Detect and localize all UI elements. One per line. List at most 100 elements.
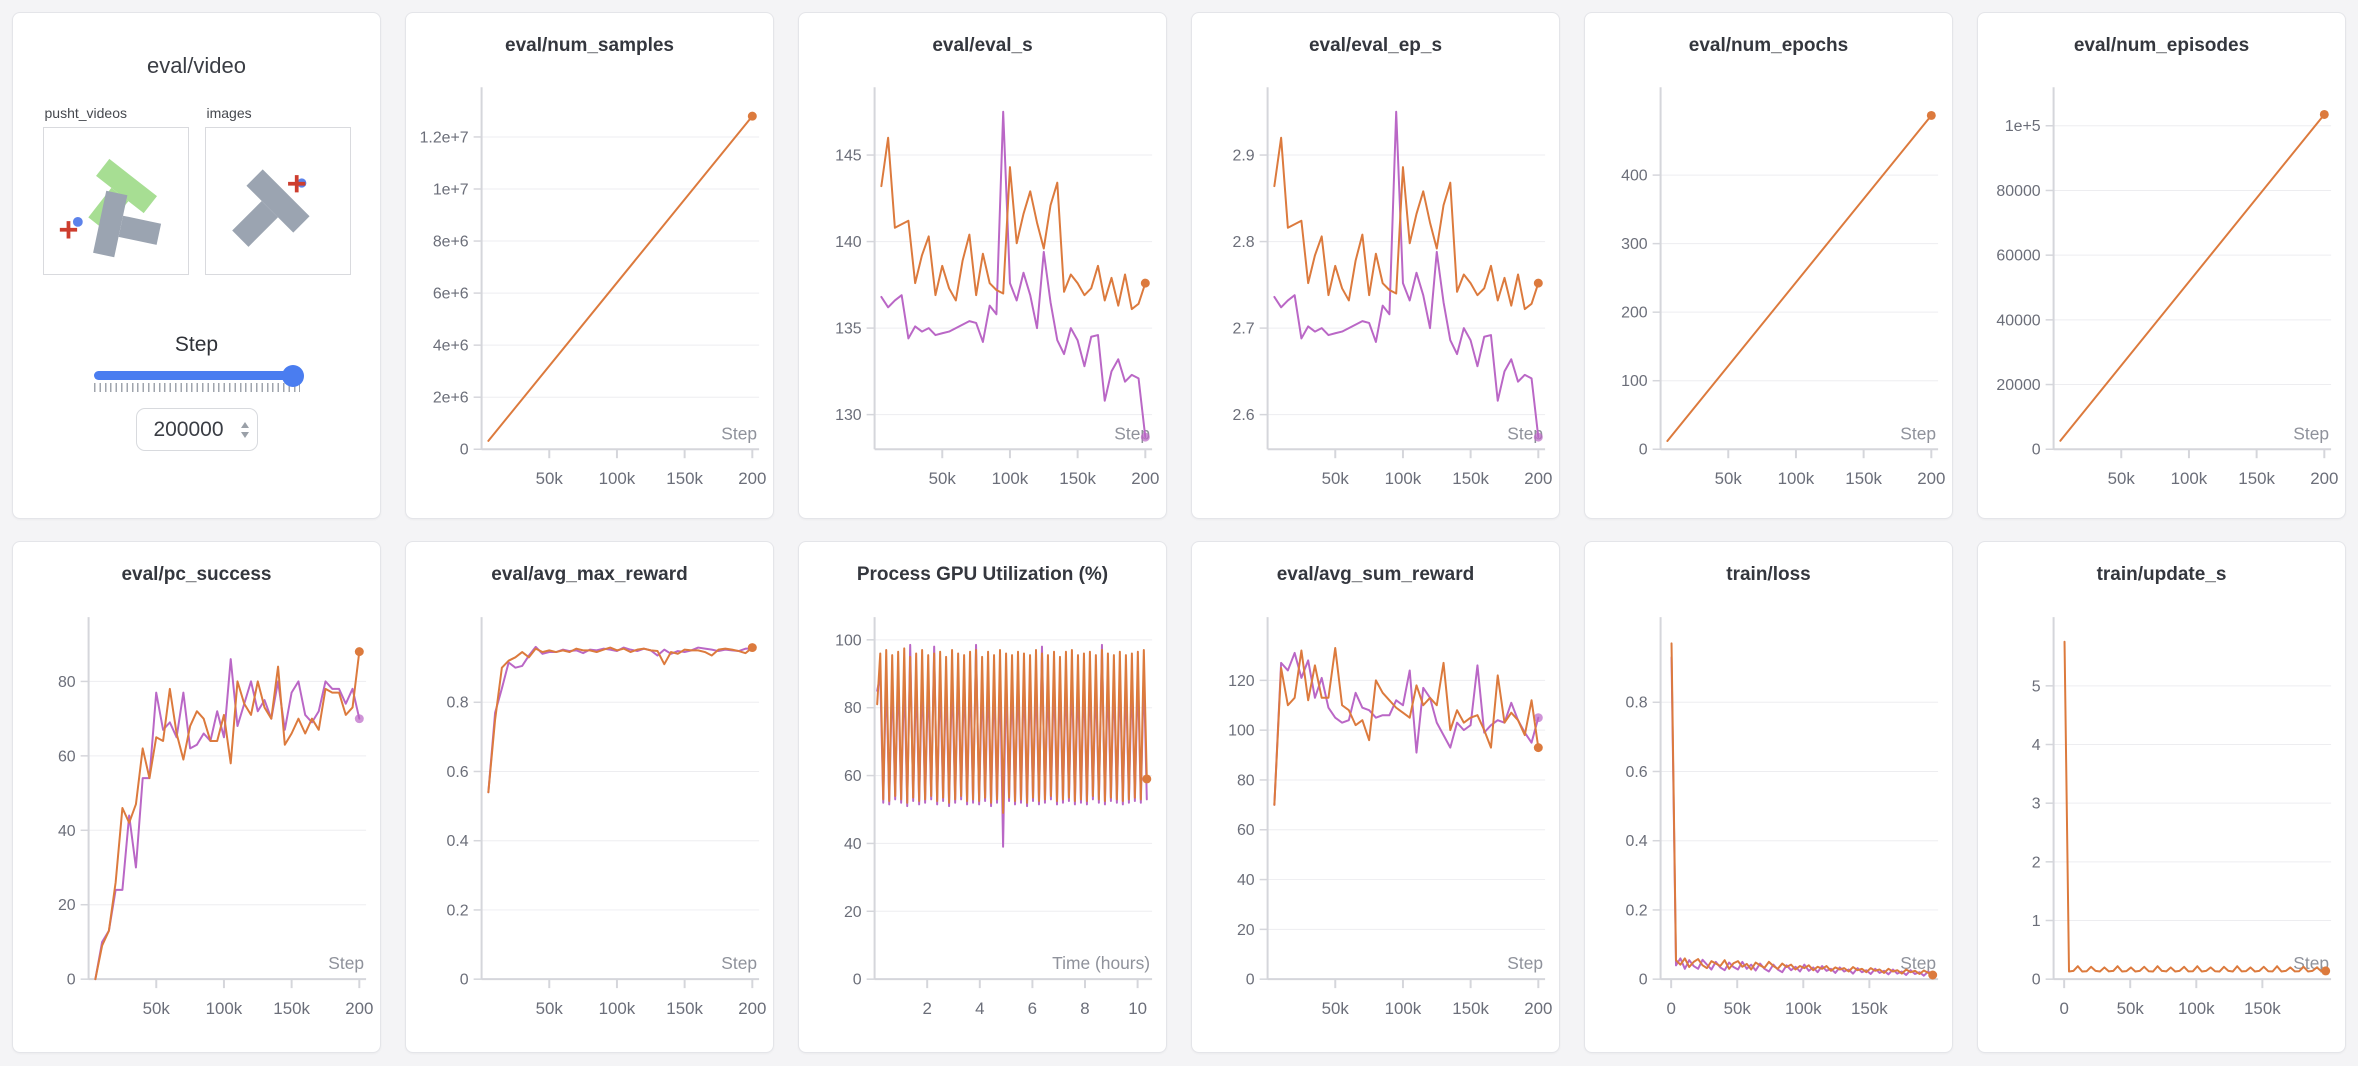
svg-text:10: 10	[1128, 999, 1147, 1018]
svg-text:200: 200	[1524, 469, 1552, 488]
chart-title: eval/eval_s	[932, 35, 1033, 56]
svg-text:2.6: 2.6	[1233, 407, 1255, 424]
line-chart[interactable]: 0 20000 40000 60000 80000 1e+5 50k 100k 150k 200 S…	[1978, 73, 2345, 518]
step-value-input[interactable]	[135, 408, 258, 451]
svg-text:50k: 50k	[929, 469, 957, 488]
svg-text:50k: 50k	[2117, 999, 2145, 1018]
svg-text:40: 40	[844, 836, 862, 853]
svg-text:200: 200	[2310, 469, 2338, 488]
line-chart[interactable]: 0 20 40 60 80 100 2 4 6 8 10 Time (hours)	[799, 602, 1166, 1049]
svg-text:150k: 150k	[1845, 469, 1882, 488]
panel-eval-avg-max-reward: eval/avg_max_reward 0 0.2 0.4 0.6 0.8 50k 100k…	[405, 541, 774, 1053]
line-chart[interactable]: 0 0.2 0.4 0.6 0.8 0 50k 100k 150k Step	[1585, 602, 1952, 1049]
pusht-scene-graphic	[59, 158, 161, 258]
stepper-down-icon[interactable]	[240, 431, 249, 438]
svg-text:6e+6: 6e+6	[433, 285, 469, 302]
panel-gpu-utilization: Process GPU Utilization (%) 0 20 40 60 80 100…	[798, 541, 1167, 1053]
svg-text:100: 100	[835, 632, 862, 649]
svg-text:0.6: 0.6	[1626, 764, 1648, 781]
svg-text:100k: 100k	[2178, 999, 2215, 1018]
agent-dot	[72, 216, 83, 227]
svg-text:0.4: 0.4	[1626, 833, 1648, 850]
svg-text:150k: 150k	[1452, 999, 1489, 1018]
svg-text:40: 40	[58, 823, 76, 840]
svg-text:1e+5: 1e+5	[2005, 118, 2041, 135]
svg-text:1e+7: 1e+7	[433, 181, 469, 198]
svg-text:140: 140	[835, 234, 862, 251]
svg-text:0.8: 0.8	[1626, 695, 1648, 712]
svg-text:2.8: 2.8	[1233, 234, 1255, 251]
svg-text:80: 80	[58, 674, 76, 691]
svg-text:100k: 100k	[599, 999, 636, 1018]
chart-title: train/update_s	[2096, 564, 2227, 585]
svg-text:Step: Step	[721, 423, 757, 443]
stepper-buttons	[240, 421, 249, 438]
svg-text:8: 8	[1080, 999, 1089, 1018]
panel-eval-pc-success: eval/pc_success 0 20 40 60 80 50k 100k 150k 200 S…	[12, 541, 381, 1053]
svg-text:0.8: 0.8	[447, 695, 469, 712]
svg-text:2.7: 2.7	[1233, 320, 1255, 337]
svg-text:100k: 100k	[1385, 999, 1422, 1018]
svg-text:150k: 150k	[2244, 999, 2281, 1018]
svg-text:0: 0	[2059, 999, 2068, 1018]
svg-text:Step: Step	[721, 953, 757, 973]
goal-cross-icon	[59, 221, 77, 239]
svg-text:150k: 150k	[666, 999, 703, 1018]
svg-text:100k: 100k	[2171, 469, 2208, 488]
svg-text:0: 0	[1666, 999, 1675, 1018]
svg-text:100: 100	[1228, 723, 1255, 740]
step-slider[interactable]	[93, 364, 304, 392]
svg-text:100k: 100k	[1778, 469, 1815, 488]
svg-text:1.2e+7: 1.2e+7	[420, 129, 469, 146]
slider-ticks	[93, 383, 300, 392]
svg-text:80000: 80000	[1996, 183, 2040, 200]
svg-text:50k: 50k	[143, 999, 171, 1018]
gray-t-shape	[231, 169, 310, 247]
svg-text:Step: Step	[1900, 953, 1936, 973]
svg-text:135: 135	[835, 320, 862, 337]
svg-text:2.9: 2.9	[1233, 147, 1255, 164]
panel-eval-num-episodes: eval/num_episodes 0 20000 40000 60000 80000 1…	[1977, 12, 2346, 519]
svg-text:150k: 150k	[1851, 999, 1888, 1018]
svg-text:400: 400	[1621, 167, 1648, 184]
gray-t-shape	[92, 190, 161, 258]
svg-text:20: 20	[58, 897, 76, 914]
slider-track[interactable]	[93, 364, 304, 387]
svg-text:50k: 50k	[1322, 999, 1350, 1018]
svg-text:130: 130	[835, 407, 862, 424]
svg-text:50k: 50k	[1715, 469, 1743, 488]
line-chart[interactable]: 0 20 40 60 80 100 120 50k 100k 150k 200 Step	[1192, 602, 1559, 1049]
chart-title: eval/num_samples	[505, 35, 674, 56]
stepper-up-icon[interactable]	[240, 421, 249, 428]
svg-text:0: 0	[67, 972, 76, 989]
svg-text:2e+6: 2e+6	[433, 390, 469, 407]
svg-text:100k: 100k	[992, 469, 1029, 488]
pusht-video-thumbnail[interactable]	[42, 127, 189, 275]
chart-title: Process GPU Utilization (%)	[856, 564, 1109, 585]
line-chart[interactable]: 0 0.2 0.4 0.6 0.8 50k 100k 150k 200 Step	[406, 602, 773, 1049]
chart-title: eval/avg_max_reward	[491, 564, 688, 585]
chart-title: eval/avg_sum_reward	[1276, 564, 1475, 585]
panel-eval-video: eval/video pusht_videos	[12, 12, 381, 519]
svg-text:6: 6	[1028, 999, 1037, 1018]
svg-text:Step: Step	[328, 953, 364, 973]
image-thumbnail[interactable]	[204, 127, 351, 275]
svg-text:3: 3	[2032, 796, 2041, 813]
line-chart[interactable]: 0 20 40 60 80 50k 100k 150k 200 Step	[13, 602, 380, 1049]
svg-text:8e+6: 8e+6	[433, 233, 469, 250]
svg-text:4: 4	[975, 999, 984, 1018]
line-chart[interactable]: 0 2e+6 4e+6 6e+6 8e+6 1e+7 1.2e+7 50k 100k 150k 20…	[406, 73, 773, 518]
slider-thumb[interactable]	[281, 364, 304, 387]
svg-text:120: 120	[1228, 673, 1255, 690]
line-chart[interactable]: 0 100 200 300 400 50k 100k 150k 200 Step	[1585, 73, 1952, 518]
panel-eval-num-samples: eval/num_samples 0 2e+6 4e+6 6e+6 8e+6 1e+7 1.…	[405, 12, 774, 519]
chart-title: eval/pc_success	[121, 564, 272, 585]
media-item-images: images	[204, 105, 351, 275]
svg-text:0.4: 0.4	[447, 833, 469, 850]
svg-text:200: 200	[345, 999, 373, 1018]
panel-eval-num-epochs: eval/num_epochs 0 100 200 300 400 50k 100k 150k…	[1584, 12, 1953, 519]
pusht-image-graphic	[231, 169, 310, 247]
